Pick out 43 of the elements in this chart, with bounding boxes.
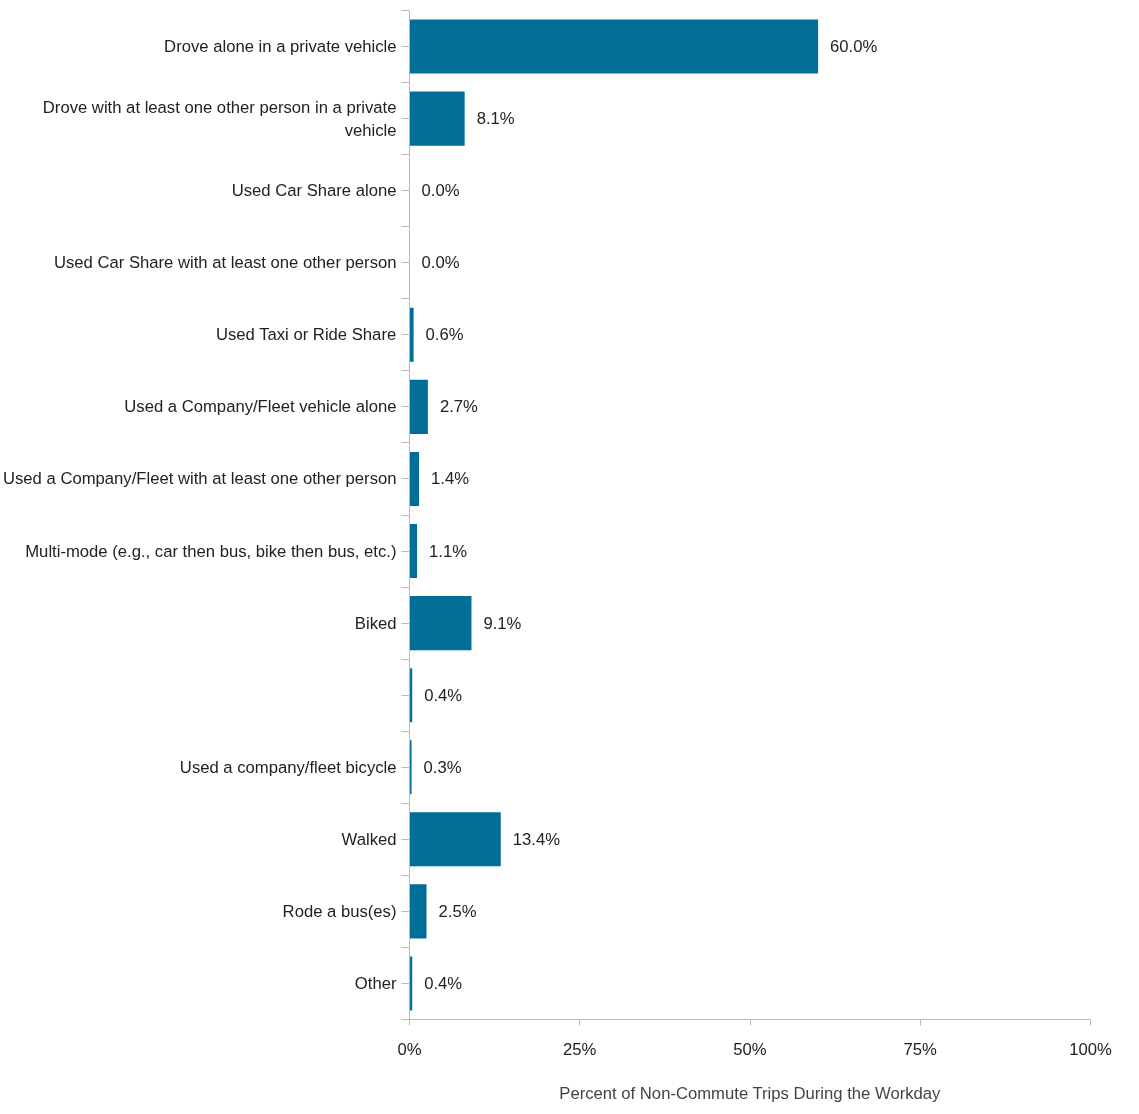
data-label: 13.4%: [512, 829, 561, 849]
x-tick-label: 50%: [733, 1039, 767, 1059]
x-tick-label: 25%: [563, 1039, 597, 1059]
data-label: 2.7%: [439, 397, 479, 417]
y-tick-label: Biked: [354, 613, 397, 633]
data-label: 0.6%: [425, 325, 464, 345]
y-tick-label: Used Car Share alone: [231, 181, 397, 201]
bar: [409, 19, 819, 74]
data-label: 9.1%: [483, 613, 522, 633]
y-tick-label: Multi-mode (e.g., car then bus, bike then bus, etc.): [25, 541, 397, 561]
y-tick-label: Used a company/fleet bicycle: [179, 757, 397, 777]
y-tick-label: Rode a bus(es): [282, 901, 397, 921]
bar: [409, 596, 472, 651]
y-tick-label: Used a Company/Fleet vehicle alone: [124, 397, 397, 417]
bar: [409, 812, 501, 867]
x-tick-label: 0%: [397, 1039, 422, 1059]
y-tick-label: Used Taxi or Ride Share: [215, 325, 397, 345]
data-label: 0.4%: [424, 973, 463, 993]
y-tick-label: Other: [354, 973, 397, 993]
data-label: 1.4%: [431, 469, 470, 489]
y-tick-label: Drove with at least one other person in a private vehicle: [42, 97, 397, 140]
bar: [409, 884, 427, 939]
bar: [409, 379, 428, 434]
bar: [409, 451, 420, 506]
bar: [409, 91, 465, 146]
data-label: 8.1%: [476, 109, 515, 129]
data-label: 1.1%: [428, 541, 468, 561]
x-tick-label: 100%: [1069, 1039, 1112, 1059]
x-axis-title: Percent of Non-Commute Trips During the Workday: [559, 1083, 942, 1103]
bar: [409, 524, 417, 579]
data-label: 2.5%: [438, 901, 477, 921]
y-tick-label: Used Car Share with at least one other person: [53, 253, 397, 273]
x-tick-label: 75%: [903, 1039, 938, 1059]
data-label: 0.3%: [423, 757, 462, 777]
bar: [409, 307, 414, 362]
data-label: 0.4%: [424, 685, 463, 705]
y-tick-label: Walked: [341, 829, 397, 849]
data-label: 0.0%: [421, 181, 460, 201]
data-label: 0.0%: [421, 253, 460, 273]
bar: [409, 740, 412, 795]
y-tick-label: Used a Company/Fleet with at least one other person: [3, 469, 397, 489]
y-tick-label: Drove alone in a private vehicle: [164, 37, 397, 57]
data-label: 60.0%: [830, 37, 878, 57]
